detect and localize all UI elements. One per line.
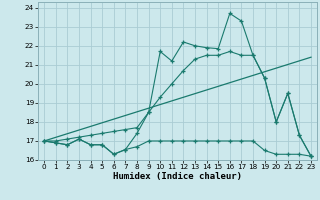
X-axis label: Humidex (Indice chaleur): Humidex (Indice chaleur): [113, 172, 242, 181]
